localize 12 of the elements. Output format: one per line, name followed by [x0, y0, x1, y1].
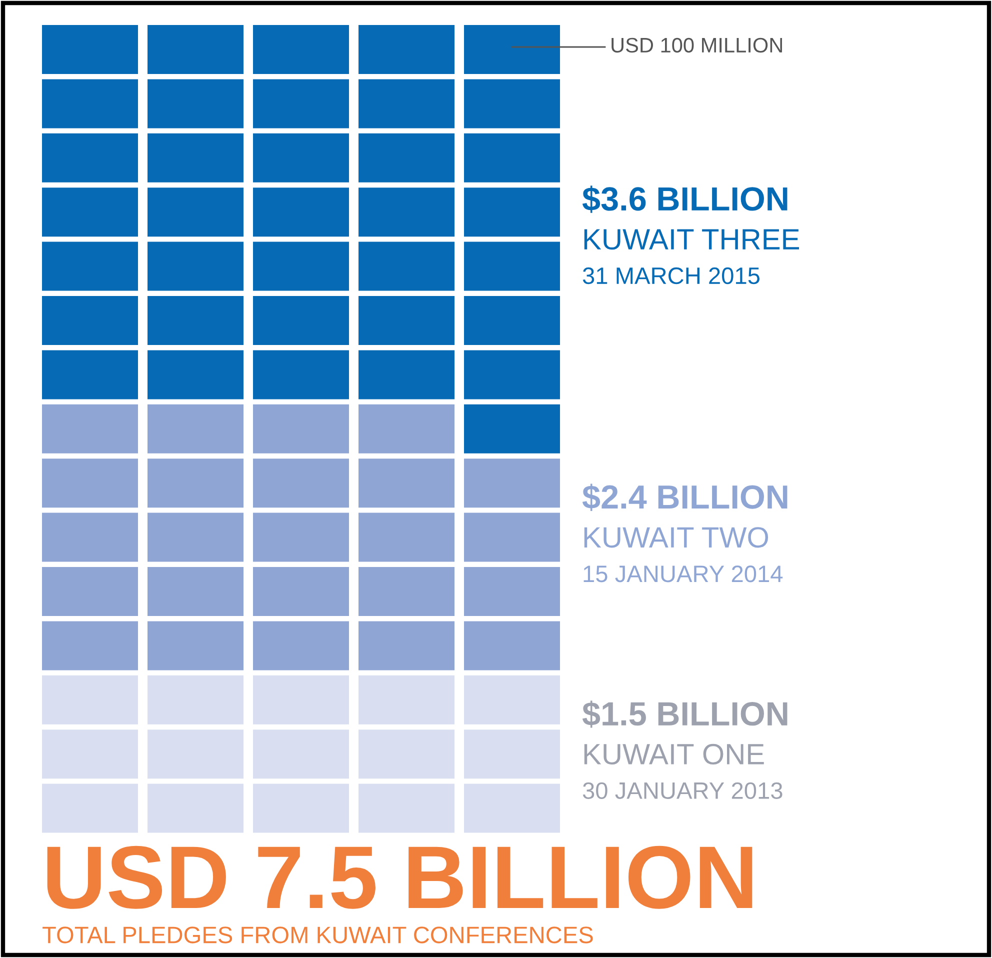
text: USD 7.5 BILLION — [47, 846, 752, 909]
data-label: $3.6 BILLION — [582, 186, 788, 213]
legend-label: KUWAIT TWO — [584, 527, 768, 548]
category-label: 15 JANUARY 2014 — [584, 566, 783, 582]
text: TOTAL PLEDGES FROM KUWAIT CONFERENCES — [42, 926, 593, 944]
category-label: 31 MARCH 2015 — [582, 267, 760, 284]
text: USD 100 MILLION — [612, 38, 782, 53]
legend-label: KUWAIT THREE — [584, 229, 800, 250]
data-label: $2.4 BILLION — [582, 484, 788, 511]
legend-label: KUWAIT ONE — [584, 744, 764, 765]
category-label: 30 JANUARY 2013 — [582, 782, 782, 800]
data-label: $1.5 BILLION — [582, 700, 788, 728]
